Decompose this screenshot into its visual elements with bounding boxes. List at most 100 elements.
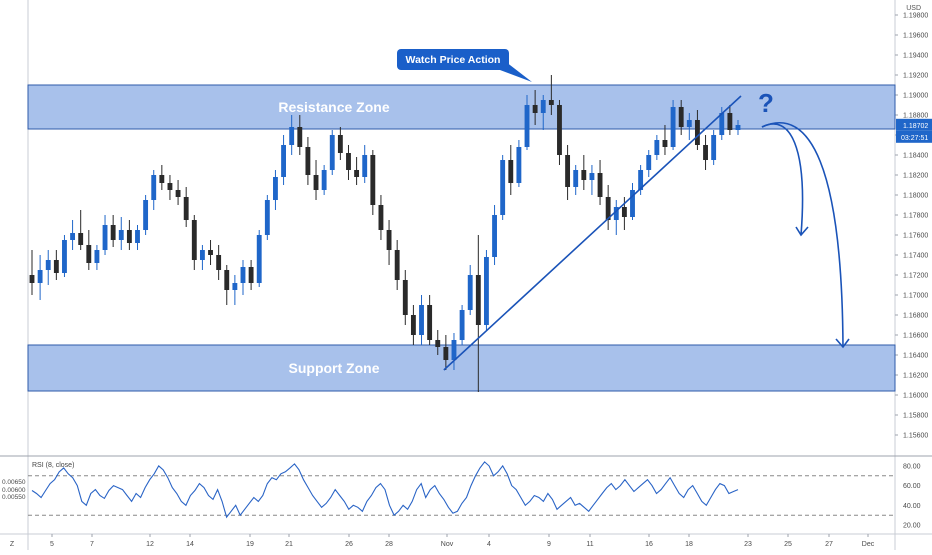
candle-body — [686, 120, 692, 127]
candle-body — [703, 145, 708, 160]
candle-body — [159, 175, 165, 183]
candle-body — [370, 155, 376, 205]
candle-body — [394, 250, 400, 280]
candle-body — [248, 267, 254, 283]
long-projection-arrowhead — [835, 338, 850, 349]
candle-body — [102, 225, 108, 250]
candle-body — [557, 105, 562, 155]
rsi-tick-label: 80.00 — [903, 463, 921, 470]
candle-body — [264, 200, 270, 235]
candle-body — [151, 175, 157, 200]
candle-body — [337, 135, 343, 153]
candle-body — [305, 147, 311, 175]
support-zone — [27, 344, 896, 392]
candle-body — [573, 170, 579, 187]
candle-body — [118, 230, 124, 240]
candle-body — [646, 155, 652, 170]
x-tick-label: 21 — [285, 541, 293, 548]
candle-body — [346, 153, 351, 170]
last-price-tag — [896, 118, 932, 131]
x-tick-label: 28 — [385, 541, 393, 548]
candle-body — [378, 205, 384, 230]
y-tick-label: 1.15800 — [903, 413, 928, 420]
callout-pointer — [500, 62, 532, 82]
y-tick-label: 1.18400 — [903, 153, 928, 160]
candle-body — [484, 257, 489, 325]
x-tick-label: 4 — [487, 541, 491, 548]
candle-body — [419, 305, 424, 335]
candle-body — [86, 245, 92, 263]
candle-body — [167, 183, 173, 190]
candle-body — [621, 207, 627, 217]
x-tick-label: 11 — [586, 541, 593, 548]
candle-body — [297, 127, 303, 147]
x-tick-label: 25 — [784, 541, 792, 548]
y-tick-label: 1.19600 — [903, 33, 928, 40]
x-tick-label: Z — [10, 541, 15, 548]
y-tick-label: 1.15600 — [903, 433, 928, 440]
y-tick-label: 1.16600 — [903, 333, 928, 340]
candle-body — [183, 197, 189, 220]
y-tick-label: 1.17800 — [903, 213, 928, 220]
candle-body — [500, 160, 506, 215]
resistance-zone — [27, 84, 896, 130]
candle-body — [516, 147, 522, 183]
candle-body — [613, 207, 619, 220]
candle-body — [208, 250, 213, 255]
candle-body — [670, 107, 676, 147]
x-tick-label: 23 — [744, 541, 752, 548]
y-tick-label: 1.16400 — [903, 353, 928, 360]
candle-body — [232, 283, 238, 290]
y-tick-label: 1.17000 — [903, 293, 928, 300]
y-tick-label: 1.17400 — [903, 253, 928, 260]
x-tick-label: 7 — [90, 541, 94, 548]
rsi-left-tick-label: 0.00550 — [2, 494, 26, 501]
candle-body — [540, 100, 546, 113]
y-tick-label: 1.16000 — [903, 393, 928, 400]
question-mark: ? — [758, 88, 774, 118]
candle-body — [289, 127, 295, 145]
candle-body — [662, 140, 668, 147]
candle-body — [126, 230, 132, 243]
candle-body — [467, 275, 473, 310]
uptrend-line — [443, 95, 742, 371]
candle-body — [313, 175, 319, 190]
candle-body — [62, 240, 67, 273]
candle-body — [45, 260, 51, 270]
candle-body — [630, 190, 635, 217]
candle-body — [224, 270, 230, 290]
x-tick-label: 26 — [345, 541, 353, 548]
x-tick-label: 16 — [645, 541, 653, 548]
x-tick-label: Dec — [862, 541, 875, 548]
candle-body — [362, 155, 368, 177]
rsi-left-tick-label: 0.00600 — [2, 487, 26, 494]
last-price-value: 1.18702 — [903, 123, 928, 130]
candle-body — [589, 173, 595, 180]
candle-body — [37, 270, 43, 283]
candle-body — [443, 347, 449, 360]
x-tick-label: 9 — [547, 541, 551, 548]
candle-body — [435, 340, 441, 347]
candle-body — [53, 260, 59, 273]
candle-body — [110, 225, 116, 240]
x-tick-label: 5 — [50, 541, 54, 548]
candle-body — [459, 310, 465, 340]
candle-body — [638, 170, 644, 190]
candle-body — [29, 275, 35, 283]
y-tick-label: 1.17600 — [903, 233, 928, 240]
x-tick-label: 12 — [146, 541, 154, 548]
rsi-left-tick-label: 0.00650 — [2, 479, 26, 486]
candle-body — [70, 233, 76, 240]
candle-body — [175, 190, 181, 197]
candle-body — [281, 145, 286, 177]
long-projection-arrow — [761, 122, 844, 348]
callout-box — [397, 49, 509, 70]
candle-body — [581, 170, 587, 180]
candle-body — [532, 105, 538, 113]
candle-body — [727, 113, 733, 130]
y-tick-label: 1.16800 — [903, 313, 928, 320]
y-tick-label: 1.18800 — [903, 113, 928, 120]
candle-body — [694, 120, 700, 145]
candle-body — [508, 160, 514, 183]
